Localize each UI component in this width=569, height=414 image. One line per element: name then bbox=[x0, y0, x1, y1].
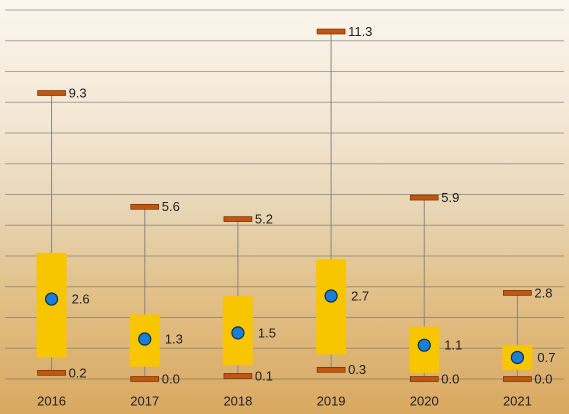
x-tick-label: 2021 bbox=[503, 393, 532, 408]
x-tick-label: 2019 bbox=[317, 393, 346, 408]
min-cap bbox=[130, 376, 160, 382]
mean-label: 1.1 bbox=[444, 338, 462, 353]
min-cap bbox=[503, 376, 532, 382]
max-cap bbox=[409, 194, 439, 201]
x-tick-label: 2017 bbox=[130, 393, 159, 408]
x-tick-label: 2020 bbox=[410, 393, 439, 408]
min-label: 0.1 bbox=[255, 368, 273, 383]
max-cap bbox=[223, 216, 253, 222]
max-label: 5.2 bbox=[255, 212, 273, 227]
x-tick-label: 2016 bbox=[37, 393, 66, 408]
min-cap bbox=[223, 373, 253, 379]
max-label: 9.3 bbox=[69, 85, 87, 100]
max-cap bbox=[316, 28, 346, 35]
min-cap bbox=[409, 376, 439, 382]
max-cap bbox=[130, 204, 160, 210]
max-cap bbox=[37, 90, 66, 96]
mean-label: 2.7 bbox=[351, 288, 369, 303]
max-label: 5.9 bbox=[441, 190, 459, 205]
x-tick-label: 2018 bbox=[223, 393, 252, 408]
min-label: 0.0 bbox=[534, 371, 552, 386]
min-label: 0.3 bbox=[348, 362, 366, 377]
min-cap bbox=[316, 366, 346, 373]
min-label: 0.0 bbox=[162, 371, 180, 386]
max-cap bbox=[503, 290, 532, 296]
box bbox=[316, 259, 347, 355]
mean-dot bbox=[510, 350, 525, 365]
mean-dot bbox=[231, 326, 245, 340]
max-label: 5.6 bbox=[162, 199, 180, 214]
mean-dot bbox=[138, 332, 152, 346]
min-label: 0.0 bbox=[441, 371, 459, 386]
mean-label: 0.7 bbox=[537, 350, 555, 365]
max-label: 2.8 bbox=[534, 285, 552, 300]
min-label: 0.2 bbox=[69, 365, 87, 380]
mean-label: 1.5 bbox=[258, 325, 276, 340]
max-label: 11.3 bbox=[348, 24, 372, 39]
mean-dot bbox=[417, 338, 431, 352]
mean-label: 2.6 bbox=[72, 291, 90, 306]
min-cap bbox=[37, 370, 66, 376]
mean-label: 1.3 bbox=[165, 331, 183, 346]
mean-dot bbox=[44, 292, 59, 306]
mean-dot bbox=[324, 289, 338, 303]
